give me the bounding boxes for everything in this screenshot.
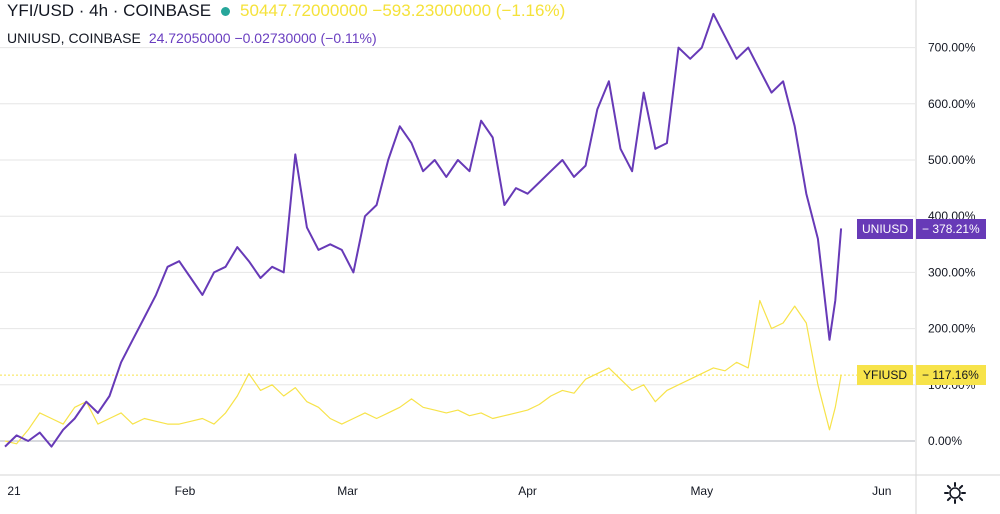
y-tick-label: 0.00% [928, 434, 962, 448]
x-tick-label: Mar [337, 484, 358, 498]
y-tick-label: 600.00% [928, 97, 976, 111]
series-line-uniusd[interactable] [4, 12, 843, 448]
uni-legend[interactable]: UNIUSD, COINBASE 24.72050000 −0.02730000 … [7, 30, 377, 46]
series-name-text: UNIUSD [862, 222, 908, 236]
series-value-tag [916, 219, 986, 239]
x-tick-label: May [690, 484, 713, 498]
series-name-text: YFIUSD [863, 368, 907, 382]
y-tick-label: 200.00% [928, 322, 976, 336]
time-axis[interactable]: 21 Feb Mar Apr May Jun [7, 484, 891, 498]
y-tick-label: 700.00% [928, 41, 976, 55]
last-value-label-uniusd: UNIUSD − 378.21% [857, 219, 986, 239]
series-name-tag [857, 365, 913, 385]
grid [0, 47, 915, 386]
uni-legend-symbol: UNIUSD, COINBASE [7, 30, 141, 46]
series-value-text: − 378.21% [922, 222, 980, 236]
y-tick-label: 300.00% [928, 265, 976, 279]
x-tick-label: Apr [518, 484, 537, 498]
gear-icon[interactable] [943, 481, 967, 505]
yfi-legend-symbol: YFI/USD · 4h · COINBASE [7, 1, 212, 20]
yfi-legend-values: 50447.72000000 −593.23000000 (−1.16%) [240, 1, 566, 20]
x-tick-label: Jun [872, 484, 891, 498]
series-layer [4, 12, 843, 448]
x-tick-label: 21 [7, 484, 21, 498]
market-status-icon [221, 6, 231, 16]
price-axis[interactable]: 0.00%100.00%200.00%300.00%400.00%500.00%… [928, 41, 976, 448]
x-tick-label: Feb [175, 484, 196, 498]
series-name-tag [857, 219, 913, 239]
series-value-text: − 117.16% [922, 368, 979, 382]
y-tick-label: 500.00% [928, 153, 976, 167]
yfi-legend[interactable]: YFI/USD · 4h · COINBASE 50447.72000000 −5… [7, 1, 565, 23]
series-value-tag [916, 365, 986, 385]
last-value-labels: UNIUSD − 378.21% YFIUSD − 117.16% [857, 219, 986, 385]
uni-legend-values: 24.72050000 −0.02730000 (−0.11%) [148, 30, 377, 46]
series-line-yfiusd[interactable] [4, 299, 842, 445]
last-value-label-yfiusd: YFIUSD − 117.16% [857, 365, 986, 385]
